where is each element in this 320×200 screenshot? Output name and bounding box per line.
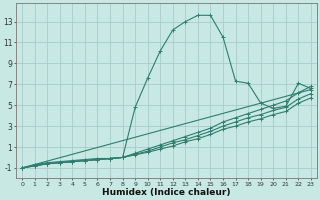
X-axis label: Humidex (Indice chaleur): Humidex (Indice chaleur) bbox=[102, 188, 231, 197]
